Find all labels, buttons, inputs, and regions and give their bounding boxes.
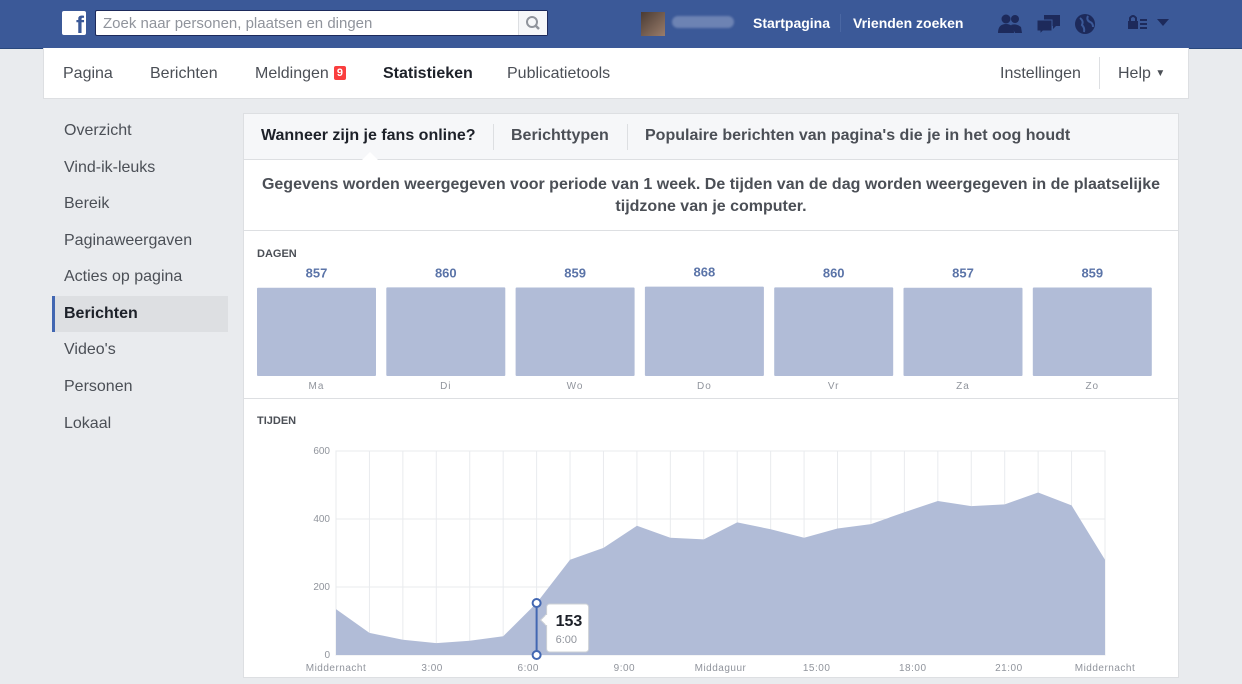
hover-point bbox=[531, 597, 542, 608]
sidebar-item-videos[interactable]: Video's bbox=[64, 341, 116, 358]
nav-separator bbox=[1099, 57, 1100, 89]
tab-top-posts-watched-pages[interactable]: Populaire berichten van pagina's die je … bbox=[645, 127, 1071, 144]
day-bar bbox=[515, 287, 635, 376]
account-menu-chevron-down-icon[interactable] bbox=[1155, 17, 1171, 29]
y-tick-label: 600 bbox=[313, 446, 330, 457]
sidebar-item-reach[interactable]: Bereik bbox=[64, 195, 110, 212]
home-link[interactable]: Startpagina bbox=[753, 15, 831, 31]
top-bar: f Startpagina Vrienden zoeken bbox=[0, 0, 1242, 49]
x-tick-label: Middaguur bbox=[695, 663, 747, 674]
sidebar-item-people[interactable]: Personen bbox=[64, 378, 133, 395]
tooltip-time: 6:00 bbox=[556, 634, 577, 646]
day-category-label: Za bbox=[956, 381, 970, 392]
y-tick-label: 400 bbox=[313, 514, 330, 525]
x-tick-label: 18:00 bbox=[899, 663, 927, 674]
friend-requests-icon[interactable] bbox=[996, 12, 1024, 36]
tab-separator bbox=[493, 124, 494, 150]
days-section-title: DAGEN bbox=[257, 248, 297, 260]
x-tick-label: Middernacht bbox=[1075, 663, 1136, 674]
day-category-label: Vr bbox=[828, 381, 840, 392]
x-tick-label: 21:00 bbox=[995, 663, 1023, 674]
tab-separator bbox=[627, 124, 628, 150]
day-category-label: Wo bbox=[567, 381, 584, 392]
day-bar bbox=[644, 286, 764, 376]
active-tab-pointer bbox=[362, 152, 378, 160]
messages-icon[interactable] bbox=[1035, 12, 1063, 36]
posts-tabs: Wanneer zijn je fans online? Berichttype… bbox=[244, 114, 1178, 160]
tooltip-box bbox=[546, 603, 590, 653]
day-category-label: Zo bbox=[1085, 381, 1099, 392]
main-panel: Wanneer zijn je fans online? Berichttype… bbox=[243, 113, 1179, 678]
notifications-badge: 9 bbox=[333, 66, 346, 80]
day-bar bbox=[903, 287, 1023, 376]
sidebar-item-posts[interactable]: Berichten bbox=[52, 296, 228, 332]
day-bar bbox=[1032, 287, 1152, 376]
find-friends-link[interactable]: Vrienden zoeken bbox=[853, 15, 964, 31]
sidebar-item-local[interactable]: Lokaal bbox=[64, 415, 112, 432]
day-value-label: 859 bbox=[564, 266, 586, 281]
day-value-label: 860 bbox=[435, 265, 457, 280]
fans-online-area bbox=[336, 492, 1105, 655]
search-button[interactable] bbox=[518, 11, 547, 35]
search-box bbox=[95, 10, 548, 36]
day-category-label: Di bbox=[440, 381, 451, 392]
nav-notifications-label: Meldingen bbox=[255, 65, 329, 82]
days-bar-chart: 857 Ma 860 Di 859 Wo 868 Do 860 Vr 857 Za 859 Zo bbox=[257, 265, 1152, 392]
search-icon bbox=[526, 16, 540, 30]
day-value-label: 868 bbox=[694, 265, 716, 280]
x-tick-label: 3:00 bbox=[421, 663, 442, 674]
period-info-text: Gegevens worden weergegeven voor periode… bbox=[261, 176, 1161, 215]
tooltip-pointer-mask bbox=[545, 615, 549, 625]
profile-name-blurred[interactable] bbox=[672, 16, 734, 28]
day-category-label: Do bbox=[697, 381, 712, 392]
help-caret-down-icon: ▼ bbox=[1155, 68, 1166, 79]
tab-when-fans-online[interactable]: Wanneer zijn je fans online? bbox=[261, 127, 476, 144]
day-value-label: 859 bbox=[1081, 266, 1103, 281]
nav-help[interactable]: Help ▼ bbox=[1118, 65, 1165, 83]
tooltip-value: 153 bbox=[556, 613, 583, 630]
day-bar bbox=[774, 287, 894, 376]
x-tick-label: 6:00 bbox=[518, 663, 539, 674]
day-bar bbox=[386, 287, 506, 376]
x-tick-label: 9:00 bbox=[614, 663, 635, 674]
page-navigation: Pagina Berichten Meldingen 9 Statistieken… bbox=[43, 48, 1189, 99]
avatar[interactable] bbox=[641, 12, 665, 36]
sidebar-item-likes[interactable]: Vind-ik-leuks bbox=[64, 159, 156, 176]
sidebar-item-actions-on-page[interactable]: Acties op pagina bbox=[64, 268, 183, 285]
privacy-shortcuts-icon[interactable] bbox=[1127, 12, 1149, 36]
divider bbox=[244, 398, 1178, 399]
nav-help-label: Help bbox=[1118, 65, 1151, 82]
hover-base-point bbox=[531, 650, 542, 660]
day-category-label: Ma bbox=[309, 381, 325, 392]
nav-posts[interactable]: Berichten bbox=[150, 65, 218, 82]
day-value-label: 857 bbox=[952, 266, 974, 281]
day-value-label: 857 bbox=[306, 266, 328, 281]
nav-page[interactable]: Pagina bbox=[63, 65, 113, 82]
notifications-globe-icon[interactable] bbox=[1073, 12, 1099, 36]
x-tick-label: Middernacht bbox=[306, 663, 367, 674]
tab-post-types[interactable]: Berichttypen bbox=[511, 127, 609, 144]
sidebar-item-overview[interactable]: Overzicht bbox=[64, 122, 132, 139]
top-separator bbox=[840, 14, 841, 32]
x-tick-label: 15:00 bbox=[803, 663, 831, 674]
nav-insights[interactable]: Statistieken bbox=[383, 65, 473, 82]
y-tick-label: 200 bbox=[313, 582, 330, 593]
y-tick-label: 0 bbox=[324, 650, 330, 661]
nav-notifications[interactable]: Meldingen 9 bbox=[255, 65, 346, 83]
times-section-title: TIJDEN bbox=[257, 415, 297, 427]
times-area-chart: 0 200 400 600 Middernacht 3:00 6:00 9:00 Middagu… bbox=[306, 446, 1136, 674]
sidebar-item-page-views[interactable]: Paginaweergaven bbox=[64, 232, 193, 249]
nav-settings[interactable]: Instellingen bbox=[1000, 65, 1081, 82]
day-bar bbox=[257, 287, 376, 376]
search-input[interactable] bbox=[96, 11, 527, 35]
day-value-label: 860 bbox=[823, 265, 845, 280]
facebook-logo-icon[interactable]: f bbox=[62, 11, 86, 35]
nav-publishing-tools[interactable]: Publicatietools bbox=[507, 65, 611, 82]
divider bbox=[244, 230, 1178, 231]
